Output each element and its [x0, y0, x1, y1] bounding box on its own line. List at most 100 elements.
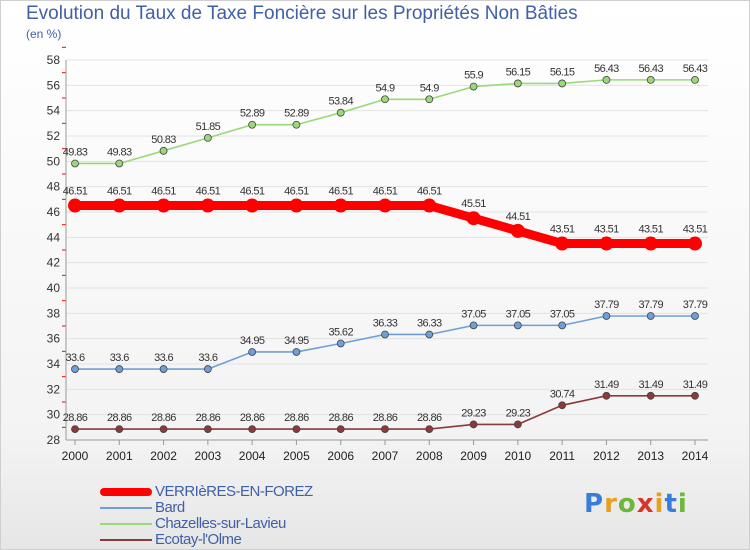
- y-axis-unit: (en %): [26, 27, 62, 41]
- data-point: [691, 312, 699, 320]
- logo-letter: x: [636, 489, 655, 519]
- data-label: 28.86: [240, 412, 265, 424]
- x-tick-label: 2012: [593, 449, 620, 463]
- x-tick-label: 2000: [62, 449, 89, 463]
- proxiti-logo: Proxiti: [584, 489, 688, 519]
- data-label: 56.43: [638, 63, 663, 75]
- data-point: [381, 95, 389, 104]
- y-tick-label: 28: [47, 433, 61, 447]
- data-point: [558, 79, 567, 88]
- data-point: [469, 82, 478, 91]
- data-point: [159, 425, 168, 434]
- data-point: [691, 75, 699, 84]
- data-point: [289, 198, 304, 213]
- data-label: 28.86: [63, 412, 88, 424]
- x-tick-label: 2010: [505, 449, 532, 463]
- y-tick-label: 34: [47, 357, 61, 371]
- data-point: [378, 198, 392, 213]
- y-tick-label: 32: [47, 382, 61, 396]
- data-label: 37.05: [550, 308, 575, 320]
- legend-label: VERRIèRES-EN-FOREZ: [155, 483, 313, 500]
- data-point: [115, 425, 124, 434]
- y-tick-label: 50: [47, 154, 61, 168]
- data-point: [602, 75, 611, 84]
- data-point: [336, 108, 345, 117]
- data-label: 53.84: [328, 96, 353, 108]
- data-label: 46.51: [373, 186, 398, 198]
- data-label: 33.6: [154, 352, 173, 364]
- data-point: [381, 330, 389, 339]
- data-label: 56.15: [506, 66, 531, 78]
- y-tick-label: 46: [47, 205, 61, 219]
- legend-label: Bard: [155, 499, 185, 516]
- legend-label: Ecotay-l'Olme: [155, 531, 242, 548]
- data-label: 37.79: [638, 299, 663, 311]
- logo-letter: i: [677, 489, 688, 519]
- data-label: 44.51: [506, 211, 531, 223]
- data-point: [599, 236, 614, 251]
- y-tick-label: 48: [47, 180, 61, 194]
- data-point: [643, 236, 658, 251]
- data-label: 37.79: [594, 299, 619, 311]
- data-label: 31.49: [638, 379, 663, 391]
- data-point: [602, 391, 611, 400]
- data-point: [245, 198, 260, 213]
- data-label: 34.95: [240, 335, 265, 347]
- data-label: 54.9: [375, 82, 394, 94]
- logo-letter: P: [584, 489, 605, 519]
- data-label: 34.95: [284, 335, 309, 347]
- data-point: [248, 425, 257, 434]
- x-tick-label: 2005: [283, 449, 310, 463]
- data-point: [292, 348, 301, 356]
- data-point: [203, 425, 212, 434]
- x-tick-label: 2007: [372, 449, 399, 463]
- data-label: 46.51: [63, 186, 88, 198]
- data-label: 46.51: [107, 186, 132, 198]
- data-point: [510, 223, 525, 238]
- x-tick-label: 2003: [195, 449, 222, 463]
- data-point: [691, 391, 699, 400]
- logo-letter: t: [664, 489, 678, 519]
- data-point: [425, 425, 434, 434]
- y-tick-label: 42: [47, 256, 61, 270]
- data-label: 36.33: [373, 317, 398, 329]
- data-label: 35.62: [328, 326, 353, 338]
- data-point: [248, 348, 257, 356]
- data-point: [646, 391, 655, 400]
- x-tick-label: 2014: [682, 449, 709, 463]
- x-tick-label: 2013: [637, 449, 664, 463]
- data-label: 46.51: [151, 186, 176, 198]
- x-tick-label: 2002: [150, 449, 177, 463]
- data-label: 37.05: [506, 308, 531, 320]
- data-point: [292, 120, 301, 129]
- data-point: [513, 420, 522, 429]
- data-label: 28.86: [373, 412, 398, 424]
- data-point: [71, 365, 79, 373]
- data-point: [513, 321, 522, 330]
- data-point: [422, 198, 437, 213]
- data-point: [203, 133, 212, 142]
- data-point: [469, 420, 478, 429]
- data-label: 56.15: [550, 66, 575, 78]
- data-label: 52.89: [240, 108, 265, 120]
- data-point: [469, 321, 478, 330]
- data-label: 46.51: [196, 186, 221, 198]
- x-tick-label: 2008: [416, 449, 443, 463]
- data-label: 56.43: [683, 63, 708, 75]
- logo-letter: r: [604, 489, 618, 519]
- data-label: 33.6: [65, 352, 84, 364]
- data-point: [558, 321, 567, 330]
- data-label: 50.83: [151, 134, 176, 146]
- data-point: [71, 159, 79, 168]
- chart-title: Evolution du Taux de Taxe Foncière sur l…: [26, 3, 578, 24]
- logo-letter: i: [654, 489, 665, 519]
- y-tick-label: 30: [47, 408, 61, 422]
- y-tick-label: 38: [47, 306, 61, 320]
- data-point: [156, 198, 171, 213]
- data-point: [159, 365, 168, 373]
- data-point: [292, 425, 301, 434]
- data-label: 49.83: [107, 146, 132, 158]
- data-label: 37.05: [461, 308, 486, 320]
- data-label: 28.86: [196, 412, 221, 424]
